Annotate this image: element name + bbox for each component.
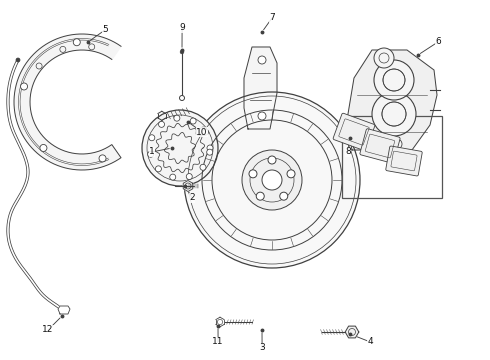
Circle shape <box>256 192 264 200</box>
Circle shape <box>89 44 95 50</box>
Circle shape <box>258 112 266 120</box>
Circle shape <box>190 118 196 124</box>
Polygon shape <box>347 50 437 150</box>
Text: 2: 2 <box>189 194 195 202</box>
Text: 7: 7 <box>269 13 275 22</box>
Circle shape <box>392 139 402 149</box>
Text: 8: 8 <box>345 148 351 157</box>
Circle shape <box>99 155 106 162</box>
Circle shape <box>199 127 207 135</box>
FancyBboxPatch shape <box>360 129 400 163</box>
Circle shape <box>21 83 27 90</box>
Text: 12: 12 <box>42 325 54 334</box>
Circle shape <box>374 60 414 100</box>
Polygon shape <box>244 47 277 129</box>
Circle shape <box>287 170 295 178</box>
Polygon shape <box>345 326 359 338</box>
Circle shape <box>186 174 192 180</box>
Circle shape <box>174 115 180 121</box>
Circle shape <box>249 170 257 178</box>
Circle shape <box>207 145 213 151</box>
Text: 5: 5 <box>102 26 108 35</box>
FancyBboxPatch shape <box>386 146 422 176</box>
Circle shape <box>268 156 276 164</box>
Circle shape <box>40 144 47 152</box>
Circle shape <box>159 121 165 127</box>
Polygon shape <box>58 306 70 314</box>
Text: 11: 11 <box>212 338 224 346</box>
Circle shape <box>374 48 394 68</box>
Circle shape <box>147 151 154 157</box>
Polygon shape <box>14 34 121 170</box>
Text: 6: 6 <box>435 37 441 46</box>
Text: 4: 4 <box>367 338 373 346</box>
Circle shape <box>170 174 176 180</box>
Text: 3: 3 <box>259 343 265 352</box>
Circle shape <box>180 50 184 54</box>
Text: 9: 9 <box>179 23 185 32</box>
Polygon shape <box>183 180 193 192</box>
Circle shape <box>200 164 206 170</box>
Circle shape <box>74 39 80 46</box>
Circle shape <box>149 135 155 141</box>
Circle shape <box>36 63 42 69</box>
Circle shape <box>242 150 302 210</box>
Circle shape <box>16 58 20 62</box>
Circle shape <box>367 139 377 149</box>
FancyBboxPatch shape <box>333 113 375 151</box>
Circle shape <box>60 46 66 52</box>
Circle shape <box>184 92 360 268</box>
Circle shape <box>155 166 161 172</box>
Circle shape <box>142 110 218 186</box>
Circle shape <box>280 192 288 200</box>
Bar <box>342 116 442 198</box>
Circle shape <box>262 170 282 190</box>
Circle shape <box>372 92 416 136</box>
Circle shape <box>207 149 213 155</box>
Circle shape <box>258 56 266 64</box>
Circle shape <box>179 95 185 100</box>
Text: 1: 1 <box>149 148 155 157</box>
Text: 10: 10 <box>196 127 208 136</box>
Circle shape <box>202 129 208 135</box>
